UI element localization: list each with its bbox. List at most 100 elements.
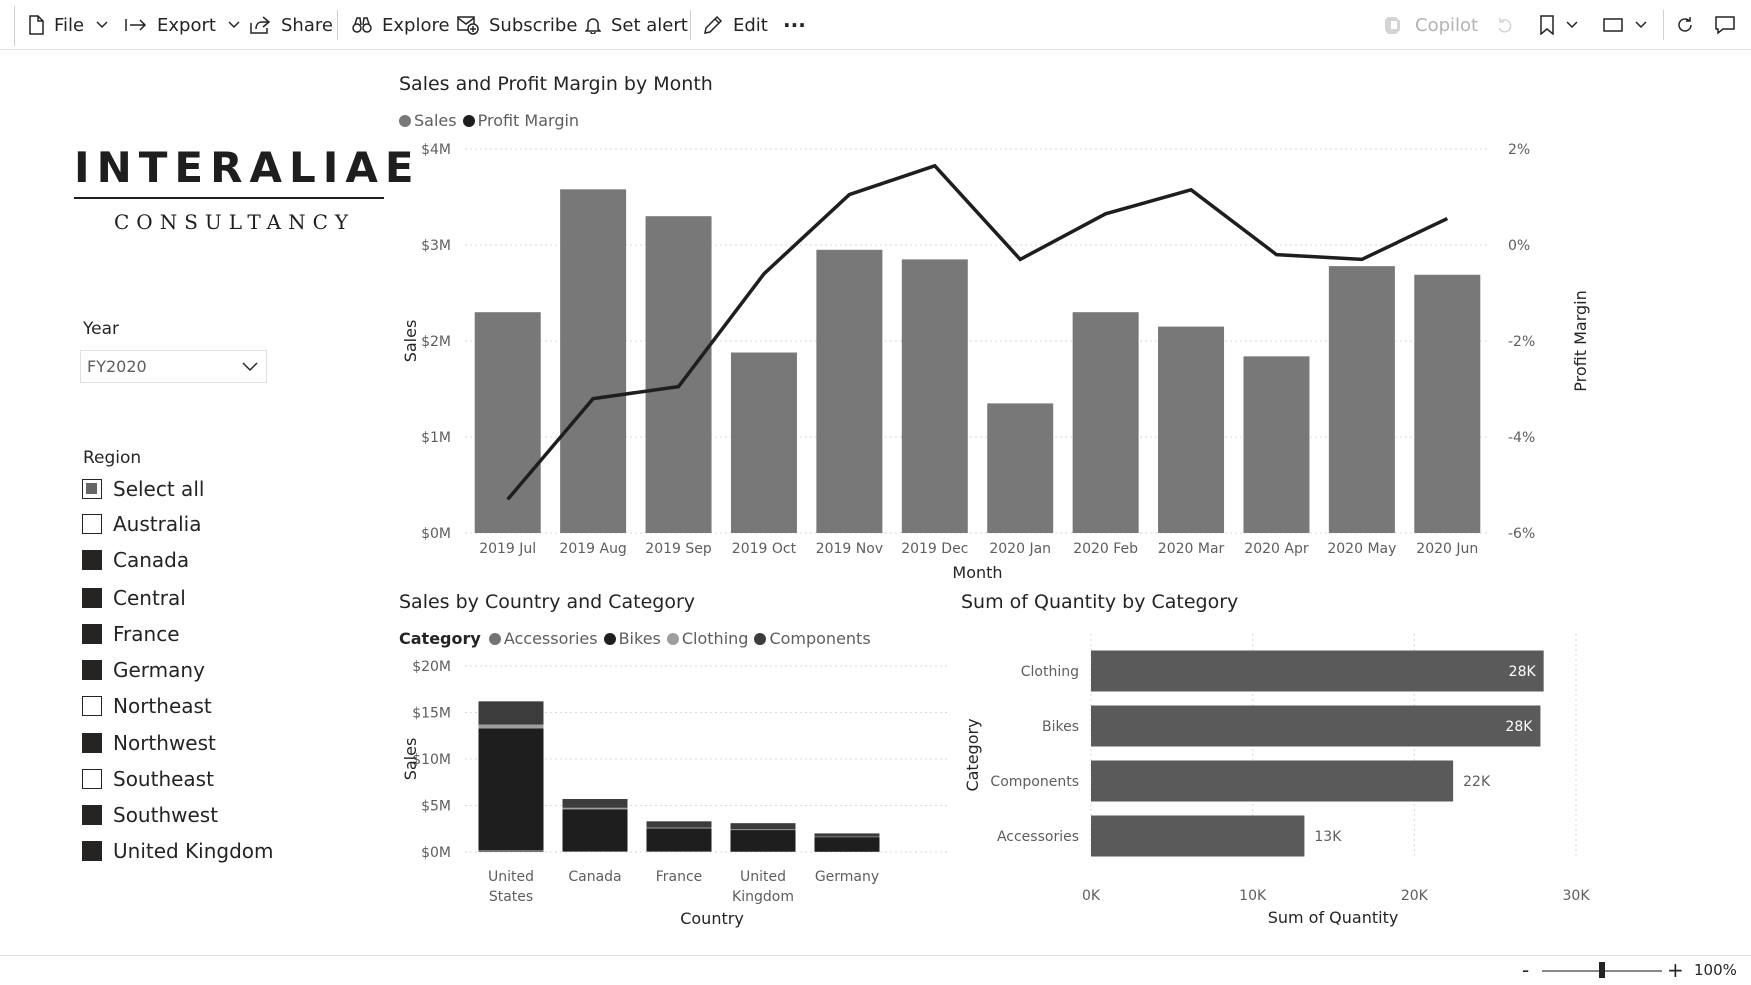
x-tick-label: 2020 Mar bbox=[1158, 541, 1225, 557]
stacked-bar-segment-components[interactable] bbox=[730, 823, 796, 830]
region-option-canada[interactable]: Canada bbox=[82, 546, 189, 574]
x-tick-label: United bbox=[740, 869, 786, 885]
region-checkbox[interactable] bbox=[82, 514, 102, 534]
stacked-bar-segment-clothing[interactable] bbox=[562, 807, 628, 810]
region-option-united-kingdom[interactable]: United Kingdom bbox=[82, 837, 274, 865]
quantity-bar[interactable] bbox=[1091, 760, 1454, 802]
region-option-central[interactable]: Central bbox=[82, 584, 186, 612]
legend-item-clothing[interactable]: Clothing bbox=[666, 629, 748, 648]
x-axis-title: Month bbox=[952, 563, 1002, 582]
stacked-bar-segment-clothing[interactable] bbox=[646, 827, 712, 829]
stacked-bar-segment-components[interactable] bbox=[562, 798, 628, 808]
view-button[interactable] bbox=[1603, 0, 1647, 50]
region-checkbox[interactable] bbox=[82, 769, 102, 789]
stacked-bar-segment-components[interactable] bbox=[814, 833, 880, 837]
share-button[interactable]: Share bbox=[249, 0, 333, 50]
sales-bar[interactable] bbox=[645, 216, 712, 533]
legend-item-accessories[interactable]: Accessories bbox=[488, 629, 598, 648]
y-tick-label: $3M bbox=[421, 238, 451, 254]
copilot-button[interactable]: Copilot bbox=[1383, 0, 1478, 50]
sales-bar[interactable] bbox=[1243, 356, 1310, 533]
region-option-france[interactable]: France bbox=[82, 620, 180, 648]
y-tick-label: $20M bbox=[412, 659, 451, 675]
region-checkbox[interactable] bbox=[82, 696, 102, 716]
sales-bar[interactable] bbox=[1158, 326, 1225, 533]
region-option-northwest[interactable]: Northwest bbox=[82, 729, 216, 757]
quantity-bar[interactable] bbox=[1091, 815, 1305, 857]
region-option-germany[interactable]: Germany bbox=[82, 656, 205, 684]
edit-button[interactable]: Edit bbox=[703, 0, 768, 50]
subscribe-button[interactable]: Subscribe bbox=[457, 0, 577, 50]
copilot-label: Copilot bbox=[1415, 14, 1479, 36]
zoom-level[interactable]: 100% bbox=[1694, 961, 1737, 979]
comment-icon bbox=[1715, 16, 1735, 35]
more-options-button[interactable]: ··· bbox=[783, 0, 806, 50]
zoom-slider-thumb[interactable] bbox=[1599, 962, 1605, 978]
sales-profit-combo-chart[interactable]: $0M $1M $2M $3M $4M -6% -4% -2% 0% 2% 2019 Jul 2019… bbox=[395, 130, 1595, 590]
quantity-bar[interactable] bbox=[1091, 650, 1544, 692]
stacked-bar-segment-accessories[interactable] bbox=[478, 850, 544, 852]
stacked-bar-segment-bikes[interactable] bbox=[646, 828, 712, 852]
sales-bar[interactable] bbox=[474, 312, 541, 533]
bookmark-button[interactable] bbox=[1540, 0, 1578, 50]
legend-item-profit-margin[interactable]: Profit Margin bbox=[462, 111, 579, 130]
share-label: Share bbox=[281, 14, 333, 36]
region-option-northeast[interactable]: Northeast bbox=[82, 692, 212, 720]
region-option-southwest[interactable]: Southwest bbox=[82, 801, 218, 829]
stacked-bar-segment-accessories[interactable] bbox=[730, 851, 796, 852]
region-option-label: Select all bbox=[113, 477, 205, 501]
zoom-out-button[interactable]: - bbox=[1522, 958, 1530, 982]
x-tick-label: 2019 Dec bbox=[901, 541, 968, 557]
stacked-bar-segment-bikes[interactable] bbox=[562, 809, 628, 852]
refresh-button[interactable] bbox=[1676, 0, 1694, 50]
sales-by-country-stacked-chart[interactable]: $0M $5M $10M $15M $20M United States Canada Fran… bbox=[395, 650, 955, 940]
region-checkbox[interactable] bbox=[82, 733, 102, 753]
sales-bar[interactable] bbox=[816, 249, 883, 534]
year-dropdown[interactable]: FY2020 bbox=[80, 350, 267, 383]
export-menu-button[interactable]: Export bbox=[125, 0, 240, 50]
stacked-bar-segment-accessories[interactable] bbox=[562, 851, 628, 852]
region-checkbox[interactable] bbox=[82, 479, 102, 499]
comments-button[interactable] bbox=[1715, 0, 1735, 50]
sales-bar[interactable] bbox=[1414, 274, 1481, 533]
sales-bar[interactable] bbox=[987, 403, 1054, 533]
region-option-australia[interactable]: Australia bbox=[82, 510, 201, 538]
region-checkbox[interactable] bbox=[82, 660, 102, 680]
legend-item-bikes[interactable]: Bikes bbox=[603, 629, 661, 648]
sales-bar[interactable] bbox=[901, 259, 968, 533]
stacked-bar-segment-clothing[interactable] bbox=[730, 829, 796, 831]
region-checkbox[interactable] bbox=[82, 805, 102, 825]
region-checkbox[interactable] bbox=[82, 550, 102, 570]
logo-subtitle: CONSULTANCY bbox=[114, 210, 356, 234]
sales-bar[interactable] bbox=[730, 352, 797, 533]
stacked-bar-segment-bikes[interactable] bbox=[730, 830, 796, 852]
region-checkbox[interactable] bbox=[82, 624, 102, 644]
set-alert-button[interactable]: Set alert bbox=[585, 0, 688, 50]
quantity-by-category-bar-chart[interactable]: 0K 10K 20K 30K Clothing 28K Bikes 28K Components… bbox=[955, 620, 1605, 940]
sales-bar[interactable] bbox=[1072, 312, 1139, 533]
stacked-bar-segment-accessories[interactable] bbox=[646, 851, 712, 852]
explore-button[interactable]: Explore bbox=[352, 0, 450, 50]
y-axis-title: Sales bbox=[401, 738, 420, 781]
stacked-bar-segment-components[interactable] bbox=[646, 821, 712, 828]
sales-bar[interactable] bbox=[1328, 266, 1395, 533]
stacked-bar-segment-clothing[interactable] bbox=[478, 724, 544, 729]
stacked-bar-segment-bikes[interactable] bbox=[478, 728, 544, 851]
region-checkbox[interactable] bbox=[82, 841, 102, 861]
region-checkbox[interactable] bbox=[82, 588, 102, 608]
reset-button[interactable] bbox=[1496, 0, 1514, 50]
region-option-southeast[interactable]: Southeast bbox=[82, 765, 214, 793]
region-option-select-all[interactable]: Select all bbox=[82, 475, 204, 503]
stacked-bar-segment-bikes[interactable] bbox=[814, 837, 880, 852]
chevron-down-icon bbox=[242, 362, 258, 372]
y2-tick-label: -2% bbox=[1508, 334, 1535, 350]
quantity-bar[interactable] bbox=[1091, 705, 1541, 747]
legend-label-bikes: Bikes bbox=[618, 629, 661, 648]
file-menu-button[interactable]: File bbox=[28, 0, 108, 50]
legend-item-components[interactable]: Components bbox=[754, 629, 871, 648]
profit-margin-line[interactable] bbox=[506, 163, 1449, 501]
legend-item-sales[interactable]: Sales bbox=[399, 111, 457, 130]
stacked-bar-segment-components[interactable] bbox=[478, 701, 544, 725]
sales-bar[interactable] bbox=[560, 189, 627, 533]
zoom-in-button[interactable]: + bbox=[1667, 958, 1684, 982]
